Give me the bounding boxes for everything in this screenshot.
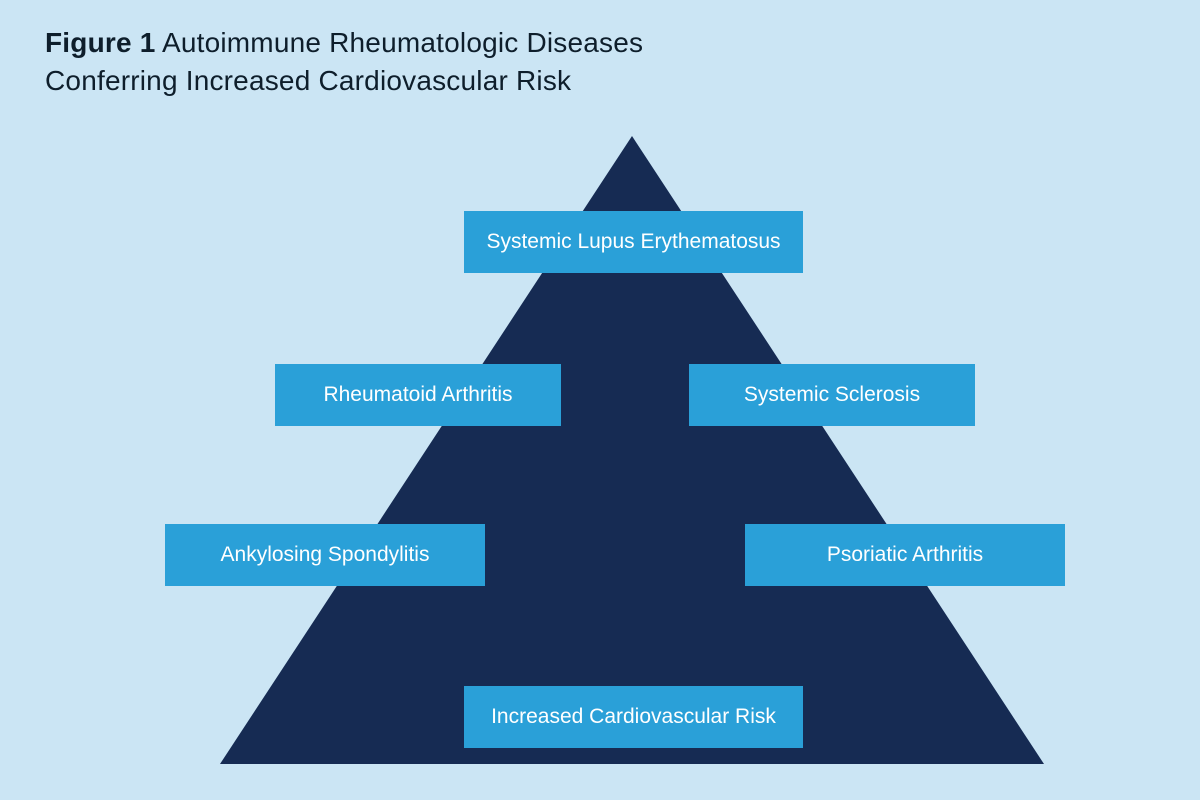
box-psa-label: Psoriatic Arthritis — [827, 543, 983, 567]
figure-canvas: Figure 1 Autoimmune Rheumatologic Diseas… — [0, 0, 1200, 800]
box-cvr: Increased Cardiovascular Risk — [464, 686, 803, 748]
figure-title: Figure 1 Autoimmune Rheumatologic Diseas… — [45, 24, 643, 100]
box-cvr-label: Increased Cardiovascular Risk — [491, 705, 776, 729]
box-psa: Psoriatic Arthritis — [745, 524, 1065, 586]
box-ra-label: Rheumatoid Arthritis — [323, 383, 512, 407]
figure-title-rest1: Autoimmune Rheumatologic Diseases — [156, 27, 644, 58]
box-ra: Rheumatoid Arthritis — [275, 364, 561, 426]
box-sle-label: Systemic Lupus Erythematosus — [486, 230, 780, 254]
box-as: Ankylosing Spondylitis — [165, 524, 485, 586]
figure-title-line2: Conferring Increased Cardiovascular Risk — [45, 65, 571, 96]
figure-title-lead: Figure 1 — [45, 27, 156, 58]
box-sle: Systemic Lupus Erythematosus — [464, 211, 803, 273]
box-ssc: Systemic Sclerosis — [689, 364, 975, 426]
box-as-label: Ankylosing Spondylitis — [221, 543, 430, 567]
box-ssc-label: Systemic Sclerosis — [744, 383, 920, 407]
